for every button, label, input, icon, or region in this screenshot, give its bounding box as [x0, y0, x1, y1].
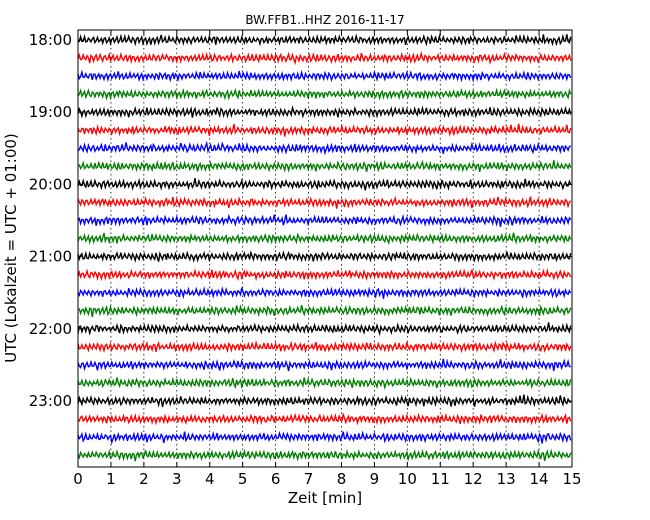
y-tick-label: 21:00: [29, 248, 72, 266]
x-tick-label: 10: [398, 470, 417, 488]
x-tick-label: 9: [370, 470, 380, 488]
x-tick-label: 3: [172, 470, 182, 488]
y-tick-label: 23:00: [29, 392, 72, 410]
y-tick-label: 22:00: [29, 320, 72, 338]
x-tick-label: 4: [205, 470, 215, 488]
trace-line: [77, 123, 572, 137]
x-tick-label: 2: [139, 470, 149, 488]
trace-line: [77, 394, 572, 408]
x-tick-label: 12: [464, 470, 483, 488]
plot-frame: [77, 29, 573, 468]
x-axis-label: Zeit [min]: [288, 489, 362, 507]
trace-line: [77, 286, 572, 300]
trace-line: [77, 268, 572, 282]
x-tick-label: 8: [337, 470, 347, 488]
trace-line: [77, 87, 572, 101]
trace-line: [77, 140, 572, 156]
trace-line: [77, 304, 572, 318]
y-tick-label: 19:00: [29, 103, 72, 121]
chart-title: BW.FFB1..HHZ 2016-11-17: [245, 13, 404, 27]
trace-group: [77, 33, 572, 462]
x-tick-label: 1: [106, 470, 116, 488]
trace-line: [77, 159, 572, 174]
trace-line: [77, 177, 572, 191]
trace-line: [77, 105, 572, 119]
x-tick-label: 7: [304, 470, 314, 488]
x-tick-label: 11: [431, 470, 450, 488]
trace-line: [77, 376, 572, 391]
y-axis-label: UTC (Lokalzeit = UTC + 01:00): [2, 133, 20, 363]
grid-lines: [110, 30, 540, 467]
trace-line: [77, 340, 572, 354]
trace-line: [77, 358, 571, 372]
trace-line: [77, 232, 572, 246]
x-tick-label: 5: [238, 470, 248, 488]
y-axis: 18:00 19:00 20:00 21:00 22:00 23:00: [29, 31, 572, 410]
x-tick-label: 6: [271, 470, 281, 488]
x-tick-label: 14: [530, 470, 549, 488]
x-tick-label: 0: [73, 470, 83, 488]
trace-line: [77, 412, 572, 426]
y-tick-label: 18:00: [29, 31, 72, 49]
trace-line: [77, 195, 572, 209]
trace-line: [77, 430, 572, 445]
y-tick-label: 20:00: [29, 175, 72, 193]
trace-line: [77, 322, 572, 337]
x-axis: 0 1 2 3 4 5 6 7 8 9 10 11 12 13 14 15: [73, 30, 582, 488]
x-tick-label: 15: [562, 470, 581, 488]
trace-line: [77, 448, 572, 462]
trace-line: [77, 250, 572, 263]
trace-line: [77, 69, 572, 83]
trace-line: [77, 33, 572, 47]
trace-line: [77, 50, 572, 66]
trace-line: [77, 213, 572, 228]
x-tick-label: 13: [497, 470, 516, 488]
